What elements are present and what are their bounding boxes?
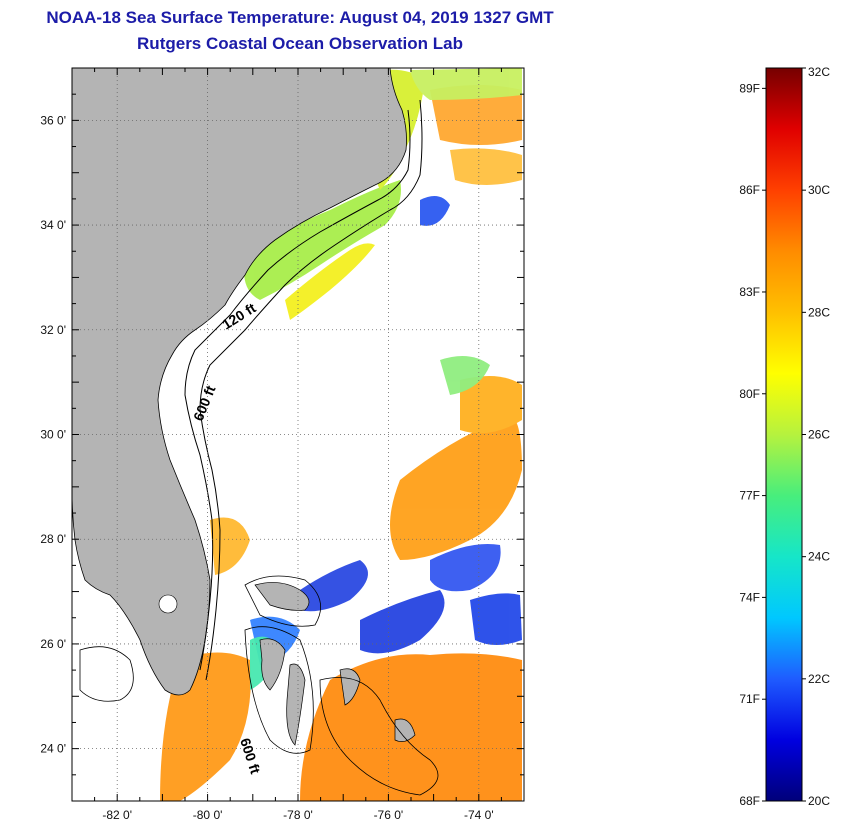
us-mainland-land <box>72 68 407 696</box>
colorbar-label-fahrenheit: 77F <box>739 489 760 503</box>
colorbar-label-fahrenheit: 71F <box>739 692 760 706</box>
colorbar-label-celsius: 28C <box>808 305 830 319</box>
colorbar-label-celsius: 22C <box>808 672 830 686</box>
colorbar-label-fahrenheit: 74F <box>739 590 760 604</box>
axis-ticks <box>71 67 525 802</box>
lat-tick-label: 28 0' <box>40 532 66 546</box>
lake-okeechobee <box>158 594 178 614</box>
sst-map: 120 ft 600 ft 600 ft -82 0' -80 0' -78 0' -… <box>40 67 525 822</box>
lon-tick-label: -78 0' <box>283 808 313 822</box>
map-subtitle: Rutgers Coastal Ocean Observation Lab <box>137 34 463 53</box>
colorbar-gradient <box>765 67 803 802</box>
colorbar-label-fahrenheit: 86F <box>739 183 760 197</box>
colorbar-label-celsius: 20C <box>808 794 830 808</box>
lon-tick-label: -80 0' <box>193 808 223 822</box>
shelf-contour-600ft <box>199 99 423 681</box>
lon-tick-label: -76 0' <box>374 808 404 822</box>
colorbar-label-fahrenheit: 89F <box>739 81 760 95</box>
shelf-contour-120ft <box>184 109 411 671</box>
axis-tick-labels: -82 0' -80 0' -78 0' -76 0' -74 0' 24 0' 26 0'… <box>40 113 493 822</box>
colorbar-label-fahrenheit: 68F <box>739 794 760 808</box>
lat-tick-label: 30 0' <box>40 428 66 442</box>
lat-lon-grid <box>72 68 524 801</box>
lat-tick-label: 32 0' <box>40 323 66 337</box>
colorbar-label-celsius: 30C <box>808 183 830 197</box>
lon-tick-label: -82 0' <box>102 808 132 822</box>
colorbar-label-celsius: 26C <box>808 428 830 442</box>
lat-tick-label: 34 0' <box>40 218 66 232</box>
lon-tick-label: -74 0' <box>464 808 494 822</box>
colorbar-label-fahrenheit: 80F <box>739 387 760 401</box>
lat-tick-label: 26 0' <box>40 637 66 651</box>
bahamas-bank-contours <box>79 575 439 796</box>
lat-tick-label: 36 0' <box>40 113 66 127</box>
colorbar-label-celsius: 24C <box>808 550 830 564</box>
map-title: NOAA-18 Sea Surface Temperature: August … <box>46 8 554 27</box>
sst-mid-patches <box>244 68 522 690</box>
bahamas-islands <box>254 582 416 746</box>
lat-tick-label: 24 0' <box>40 742 66 756</box>
colorbar-label-celsius: 32C <box>808 65 830 79</box>
colorbar-label-fahrenheit: 83F <box>739 285 760 299</box>
